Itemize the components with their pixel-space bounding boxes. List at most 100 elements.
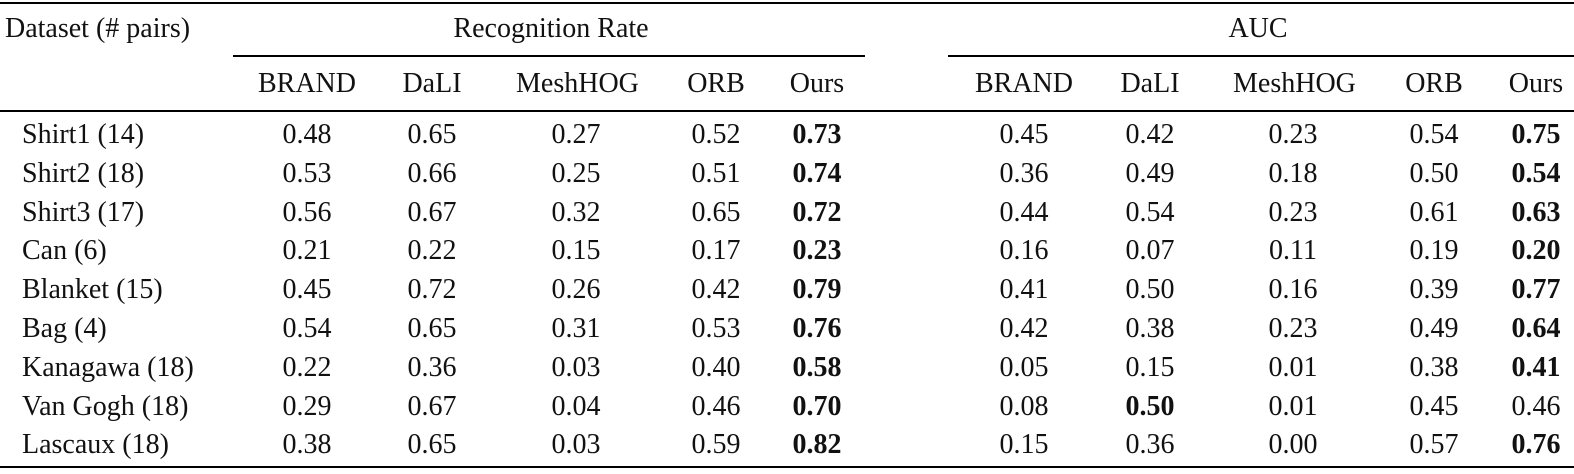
table-cell: 0.38 — [282, 429, 332, 461]
column-header: ORB — [1405, 68, 1463, 99]
table-cell: 0.21 — [282, 235, 332, 267]
table-cell: 0.25 — [551, 157, 601, 189]
table-cell: 0.07 — [1125, 235, 1175, 267]
table-cell: 0.36 — [999, 157, 1049, 189]
table-cell: 0.46 — [1511, 390, 1561, 422]
column-header: ORB — [687, 68, 745, 99]
header-rule — [0, 110, 1574, 112]
table-cell: 0.17 — [691, 235, 741, 267]
column-header: DaLI — [402, 68, 462, 99]
table-cell: 0.22 — [282, 351, 332, 383]
table-cell: 0.03 — [551, 351, 601, 383]
table-cell: 0.72 — [792, 196, 842, 228]
table-cell: 0.00 — [1268, 429, 1318, 461]
table-cell: 0.65 — [407, 119, 457, 150]
top-rule — [0, 2, 1574, 4]
table-cell: 0.82 — [792, 429, 842, 461]
row-label: Shirt3 (17) — [22, 196, 145, 228]
column-header: BRAND — [257, 68, 356, 99]
table-cell: 0.54 — [1511, 157, 1561, 189]
table-cell: 0.23 — [792, 235, 842, 267]
table-cell: 0.53 — [282, 157, 332, 189]
table-cell: 0.45 — [1409, 390, 1459, 422]
table-cell: 0.42 — [999, 313, 1049, 344]
row-label: Shirt1 (14) — [22, 119, 145, 150]
table-cell: 0.05 — [999, 351, 1049, 383]
corner-header: Dataset (# pairs) — [5, 13, 191, 44]
table-cell: 0.15 — [1125, 351, 1175, 383]
table-cell: 0.26 — [551, 274, 601, 306]
column-header: DaLI — [1120, 68, 1180, 99]
table-cell: 0.54 — [282, 313, 332, 344]
table-cell: 0.27 — [551, 119, 601, 150]
table-cell: 0.23 — [1268, 119, 1318, 150]
table-cell: 0.15 — [551, 235, 601, 267]
group-header-auc: AUC — [1228, 13, 1288, 44]
table-cell: 0.51 — [691, 157, 741, 189]
bottom-rule — [0, 466, 1574, 468]
table-cell: 0.16 — [999, 235, 1049, 267]
table-cell: 0.03 — [551, 429, 601, 461]
row-label: Bag (4) — [22, 313, 107, 344]
table-cell: 0.70 — [792, 390, 842, 422]
table-cell: 0.58 — [792, 351, 842, 383]
table-cell: 0.19 — [1409, 235, 1459, 267]
column-header: MeshHOG — [516, 68, 639, 99]
table-cell: 0.59 — [691, 429, 741, 461]
table-cell: 0.11 — [1269, 235, 1317, 267]
table-cell: 0.64 — [1511, 313, 1561, 344]
table-cell: 0.49 — [1125, 157, 1175, 189]
table-cell: 0.40 — [691, 351, 741, 383]
table-cell: 0.72 — [407, 274, 457, 306]
table-cell: 0.16 — [1268, 274, 1318, 306]
row-label: Kanagawa (18) — [22, 351, 194, 383]
table-cell: 0.46 — [691, 390, 741, 422]
table-cell: 0.67 — [407, 390, 457, 422]
table-cell: 0.65 — [407, 429, 457, 461]
table-cell: 0.67 — [407, 196, 457, 228]
table-cell: 0.41 — [999, 274, 1049, 306]
table-cell: 0.77 — [1511, 274, 1561, 306]
table-cell: 0.66 — [407, 157, 457, 189]
table-cell: 0.76 — [1511, 429, 1561, 461]
table-cell: 0.65 — [407, 313, 457, 344]
table-cell: 0.23 — [1268, 313, 1318, 344]
table-cell: 0.63 — [1511, 196, 1561, 228]
table-cell: 0.23 — [1268, 196, 1318, 228]
table-cell: 0.31 — [551, 313, 601, 344]
table-cell: 0.36 — [1125, 429, 1175, 461]
table-cell: 0.08 — [999, 390, 1049, 422]
table-cell: 0.18 — [1268, 157, 1318, 189]
table-cell: 0.42 — [691, 274, 741, 306]
table-cell: 0.56 — [282, 196, 332, 228]
table-cell: 0.48 — [282, 119, 332, 150]
row-label: Shirt2 (18) — [22, 157, 145, 189]
group-rule-recognition — [233, 55, 865, 57]
table-cell: 0.15 — [999, 429, 1049, 461]
table-cell: 0.61 — [1409, 196, 1459, 228]
table-cell: 0.76 — [792, 313, 842, 344]
table-cell: 0.38 — [1409, 351, 1459, 383]
table-cell: 0.01 — [1268, 390, 1318, 422]
table-cell: 0.32 — [551, 196, 601, 228]
table-cell: 0.41 — [1511, 351, 1561, 383]
table-cell: 0.74 — [792, 157, 842, 189]
group-header-recognition-rate: Recognition Rate — [453, 13, 649, 44]
table-cell: 0.54 — [1125, 196, 1175, 228]
table-cell: 0.39 — [1409, 274, 1459, 306]
table-cell: 0.57 — [1409, 429, 1459, 461]
table-cell: 0.42 — [1125, 119, 1175, 150]
table-cell: 0.49 — [1409, 313, 1459, 344]
table-cell: 0.20 — [1511, 235, 1561, 267]
row-label: Van Gogh (18) — [22, 390, 189, 422]
table-cell: 0.45 — [282, 274, 332, 306]
table-cell: 0.65 — [691, 196, 741, 228]
table-cell: 0.04 — [551, 390, 601, 422]
table-cell: 0.50 — [1409, 157, 1459, 189]
table-cell: 0.38 — [1125, 313, 1175, 344]
row-label: Lascaux (18) — [22, 429, 169, 461]
table-cell: 0.53 — [691, 313, 741, 344]
row-label: Can (6) — [22, 235, 107, 267]
column-header: Ours — [789, 68, 845, 99]
group-rule-auc — [948, 55, 1574, 57]
